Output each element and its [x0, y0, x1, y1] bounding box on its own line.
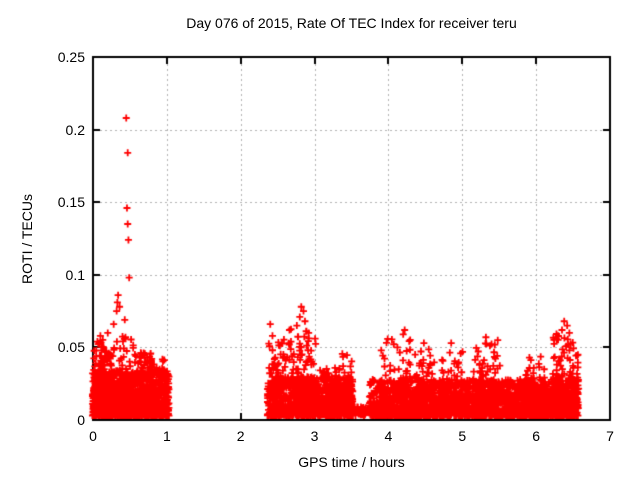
y-tick-label: 0.2 — [65, 121, 85, 138]
x-tick-label: 1 — [162, 428, 171, 444]
y-tick-label: 0.1 — [65, 266, 85, 283]
x-tick-label: 2 — [236, 428, 245, 444]
x-tick-label: 6 — [532, 428, 541, 444]
y-tick-label: 0.15 — [57, 194, 85, 211]
x-tick-label: 7 — [606, 428, 614, 444]
y-tick-label: 0 — [77, 412, 85, 428]
x-tick-label: 5 — [458, 428, 467, 444]
y-axis-title: ROTI / TECUs — [19, 194, 35, 284]
y-tick-label: 0.25 — [57, 49, 85, 65]
chart-title: Day 076 of 2015, Rate Of TEC Index for r… — [186, 15, 517, 31]
x-tick-label: 3 — [310, 428, 319, 444]
x-axis-title: GPS time / hours — [298, 454, 405, 470]
y-tick-label: 0.05 — [57, 339, 85, 356]
x-tick-label: 0 — [89, 428, 97, 444]
x-tick-label: 4 — [384, 428, 393, 444]
